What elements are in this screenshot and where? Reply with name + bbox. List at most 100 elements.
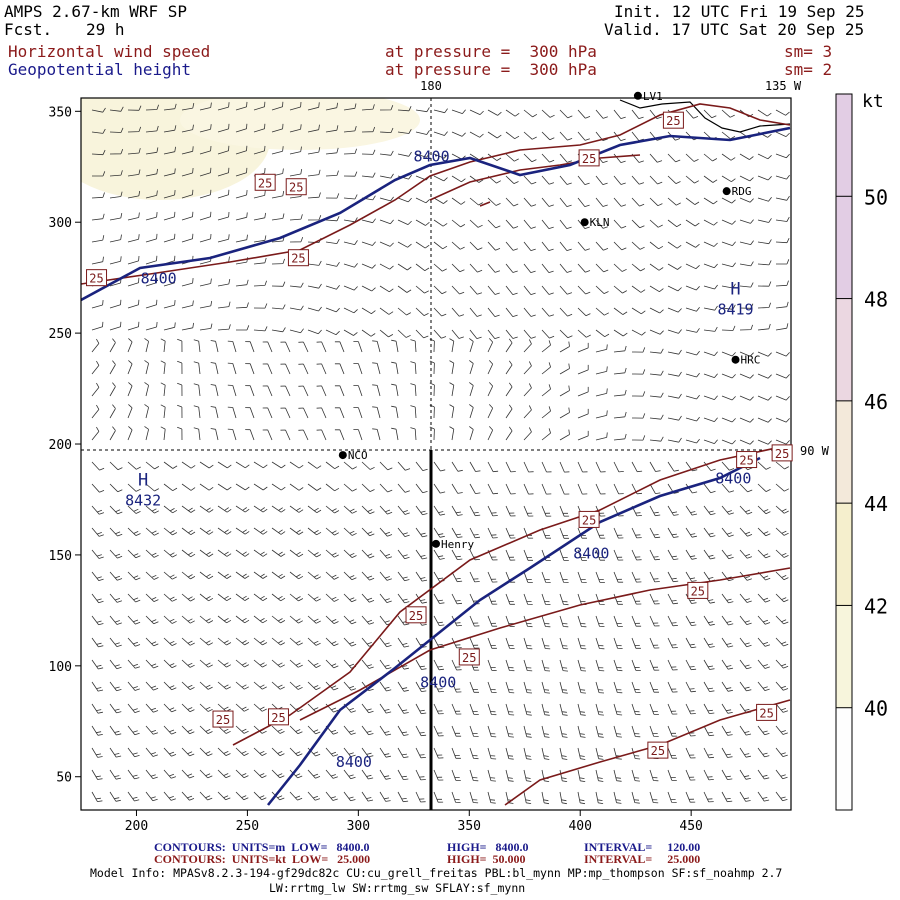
- station-marker: [633, 91, 642, 100]
- wind-map: 200 250 300 350 400 450 350 300 250 200 150 100 50 18…: [49, 79, 889, 834]
- height-contour-8400: [266, 456, 761, 806]
- station-label: NCO: [348, 449, 368, 462]
- field1-name: Horizontal wind speed: [8, 42, 211, 61]
- high-pressure-value: 8419: [717, 300, 753, 318]
- y-tick-label: 300: [49, 216, 72, 231]
- svg-text:25: 25: [651, 744, 665, 758]
- speed-contour-label: 25: [736, 451, 758, 469]
- height-contour-label: 8400: [715, 469, 751, 487]
- svg-text:25: 25: [291, 252, 305, 266]
- height-contour-label: 8400: [336, 753, 372, 771]
- svg-text:25: 25: [582, 513, 596, 527]
- y-tick-label: 100: [49, 660, 72, 675]
- svg-text:25: 25: [775, 447, 789, 461]
- colorbar-segment: [836, 298, 852, 401]
- x-tick-label: 200: [125, 819, 148, 834]
- height-contour-label: 8400: [141, 270, 177, 288]
- field2-name: Geopotential height: [8, 60, 192, 79]
- station-marker: [338, 451, 347, 460]
- speed-contour-interval: INTERVAL= 25.000: [584, 852, 701, 866]
- station-label: HRC: [741, 354, 761, 367]
- svg-text:25: 25: [271, 711, 285, 725]
- speed-contour-high: HIGH= 50.000: [447, 852, 526, 866]
- graticule-label: 90 W: [800, 444, 830, 458]
- speed-contour-label: 25: [578, 510, 600, 528]
- y-tick-label: 200: [49, 438, 72, 453]
- wind-barbs: [91, 101, 790, 805]
- station-marker: [432, 539, 440, 548]
- speed-contour-label: 25: [267, 708, 289, 726]
- speed-contour-label: 25: [287, 249, 309, 267]
- x-tick-label: 250: [236, 819, 259, 834]
- high-pressure-letter: H: [730, 279, 740, 299]
- speed-contour-label: 25: [212, 710, 234, 728]
- height-contour-label: 8400: [573, 545, 609, 563]
- x-tick-label: 350: [458, 819, 481, 834]
- y-tick-label: 150: [49, 549, 72, 564]
- high-pressure-letter: H: [138, 470, 148, 490]
- field2-pressure: at pressure = 300 hPa: [385, 60, 597, 79]
- model-info-physics: LW:rrtmg_lw SW:rrtmg_sw SFLAY:sf_mynn: [269, 881, 526, 895]
- model-title: AMPS 2.67-km WRF SP: [4, 2, 188, 21]
- colorbar-label: 46: [864, 390, 888, 414]
- colorbar-label: 50: [864, 185, 888, 209]
- model-info: Model Info: MPASv8.2.3-194-gf29dc82c CU:…: [90, 866, 783, 880]
- svg-text:25: 25: [739, 454, 753, 468]
- x-tick-label: 400: [568, 819, 591, 834]
- speed-contour-25: [299, 567, 791, 721]
- colorbar-segment: [836, 400, 852, 504]
- colorbar-segment: [836, 707, 852, 810]
- speed-contour-label: 25: [756, 703, 778, 721]
- svg-text:25: 25: [216, 713, 230, 727]
- svg-text:25: 25: [759, 706, 773, 720]
- colorbar-unit: kt: [862, 91, 884, 112]
- speed-contour-info: CONTOURS: UNITS=kt LOW= 25.000: [154, 852, 371, 866]
- colorbar-segment: [836, 94, 852, 197]
- forecast-label: Fcst.: [4, 20, 53, 39]
- valid-time: Valid. 17 UTC Sat 20 Sep 25: [604, 20, 865, 39]
- svg-text:25: 25: [89, 272, 103, 286]
- forecast-hours: 29 h: [86, 20, 125, 39]
- station-label: Henry: [441, 538, 474, 551]
- speed-contour-label: 25: [458, 648, 480, 666]
- speed-contour-label: 25: [647, 741, 669, 759]
- svg-text:25: 25: [258, 176, 272, 190]
- graticule-label: 180: [420, 79, 442, 93]
- x-tick-label: 450: [679, 819, 702, 834]
- svg-text:25: 25: [582, 152, 596, 166]
- speed-contour-25: [232, 444, 791, 746]
- station-marker: [722, 187, 731, 196]
- speed-contour-label: 25: [285, 178, 307, 196]
- speed-contour-label: 25: [405, 606, 427, 624]
- height-contour-info: CONTOURS: UNITS=m LOW= 8400.0: [154, 840, 370, 854]
- field1-smoothing: sm= 3: [784, 42, 833, 61]
- speed-contour-25: [479, 201, 491, 207]
- svg-text:25: 25: [462, 651, 476, 665]
- speed-contour-label: 25: [86, 269, 108, 287]
- plot-background: [81, 98, 791, 810]
- speed-contour-25: [504, 699, 791, 806]
- svg-text:25: 25: [289, 181, 303, 195]
- speed-contour-label: 25: [662, 111, 684, 129]
- height-contour-high: HIGH= 8400.0: [447, 840, 529, 854]
- init-time: Init. 12 UTC Fri 19 Sep 25: [614, 2, 865, 21]
- colorbar-segment: [836, 503, 852, 606]
- height-contour-8400: [81, 126, 791, 302]
- axes: 200 250 300 350 400 450 350 300 250 200 150 100 50 18…: [49, 79, 830, 834]
- station-marker: [731, 355, 740, 364]
- svg-text:25: 25: [691, 584, 705, 598]
- svg-text:25: 25: [666, 114, 680, 128]
- height-contour-interval: INTERVAL= 120.00: [584, 840, 701, 854]
- y-tick-label: 350: [49, 105, 72, 120]
- field1-pressure: at pressure = 300 hPa: [385, 42, 597, 61]
- map-annotations: LV1RDGKLNHRCNCOHenryH8419H84328400840084…: [86, 90, 793, 771]
- field2-smoothing: sm= 2: [784, 60, 833, 79]
- speed-shading: [180, 98, 420, 150]
- colorbar-segment: [836, 196, 852, 299]
- height-contour-label: 8400: [414, 148, 450, 166]
- speed-contour-label: 25: [771, 444, 793, 462]
- height-contour-label: 8400: [420, 673, 456, 691]
- coastline: [619, 99, 791, 133]
- colorbar-segment: [836, 605, 852, 708]
- station-marker: [580, 218, 589, 227]
